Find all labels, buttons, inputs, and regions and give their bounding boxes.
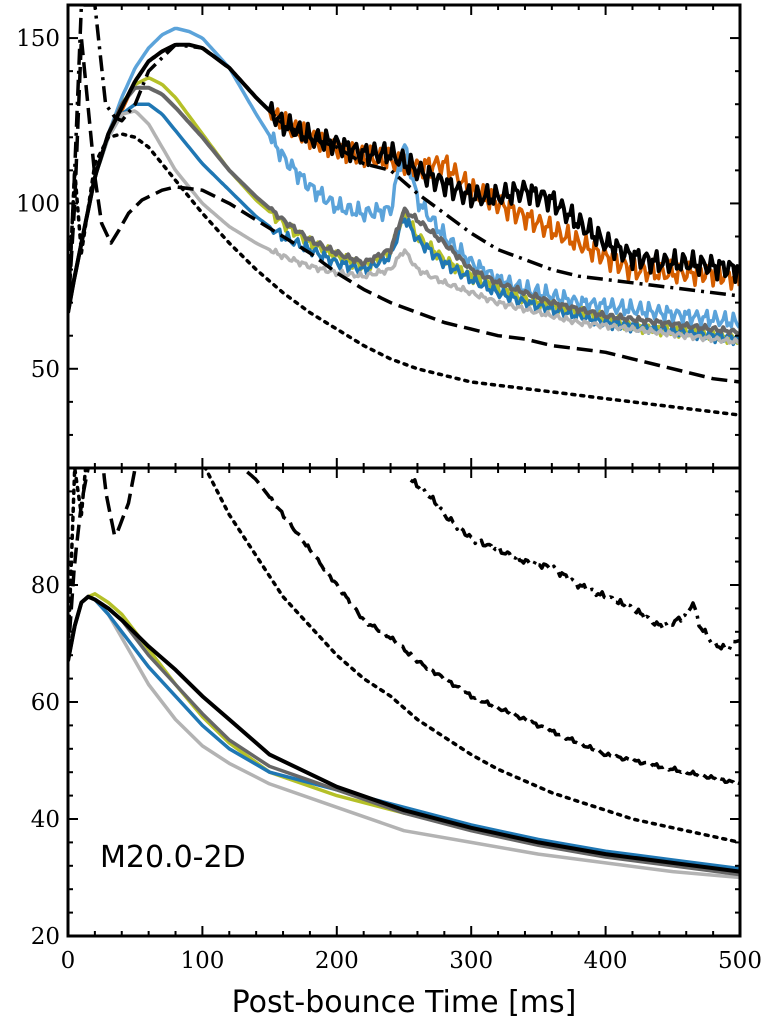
series-line-dashed xyxy=(68,36,740,384)
x-tick-label: 400 xyxy=(584,948,628,974)
series-line-solid xyxy=(68,109,740,345)
y-tick-label: 60 xyxy=(31,690,60,716)
bottom-panel-frame xyxy=(66,466,742,938)
top-panel: 50 100 150 xyxy=(16,3,742,470)
y-tick-label: 50 xyxy=(31,357,60,383)
x-tick-label: 100 xyxy=(180,948,224,974)
series-line-dashed xyxy=(68,468,740,787)
top-panel-lines xyxy=(68,5,740,417)
series-line-solid xyxy=(68,102,740,347)
series-line-dotted xyxy=(68,468,740,845)
bottom-panel: 20 40 60 80 0 100 200 300 400 500 M20.0-2D xyxy=(31,466,762,974)
series-line-solid xyxy=(68,26,740,329)
x-tick-label: 200 xyxy=(315,948,359,974)
series-line-dashdot xyxy=(409,478,740,652)
y-tick-label: 100 xyxy=(16,191,60,217)
y-tick-label: 20 xyxy=(31,924,60,950)
x-tick-label: 300 xyxy=(449,948,493,974)
model-annotation: M20.0-2D xyxy=(100,840,246,875)
x-axis-title: Post-bounce Time [ms] xyxy=(232,985,577,1020)
series-line-dotted xyxy=(68,132,740,417)
y-tick-label: 150 xyxy=(16,26,60,52)
series-line-solid xyxy=(68,85,740,337)
series-line-dashdot xyxy=(68,5,740,313)
series-line-solid xyxy=(68,594,740,874)
bottom-panel-ticks: 20 40 60 80 0 100 200 300 400 500 xyxy=(31,467,762,974)
x-tick-label: 500 xyxy=(718,948,762,974)
y-tick-label: 80 xyxy=(31,573,60,599)
series-line-solid xyxy=(68,42,740,313)
y-tick-label: 40 xyxy=(31,807,60,833)
bottom-panel-lines xyxy=(68,468,740,880)
x-tick-label: 0 xyxy=(61,948,76,974)
